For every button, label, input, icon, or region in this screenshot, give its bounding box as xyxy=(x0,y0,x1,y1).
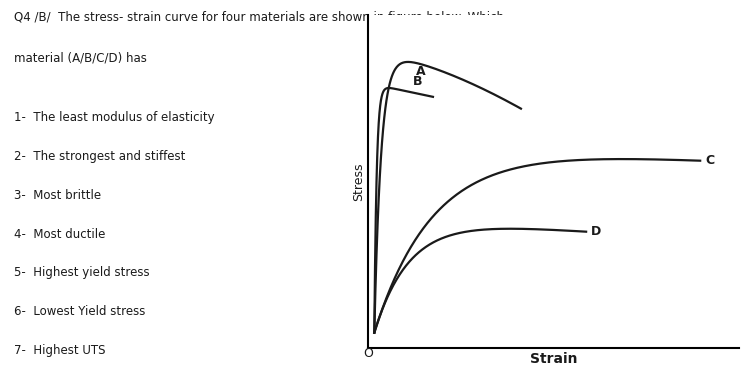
Y-axis label: Stress: Stress xyxy=(352,162,365,201)
Text: 1-  The least modulus of elasticity: 1- The least modulus of elasticity xyxy=(14,111,215,124)
Text: O: O xyxy=(363,347,374,360)
Text: 6-  Lowest Yield stress: 6- Lowest Yield stress xyxy=(14,305,146,318)
Text: 4-  Most ductile: 4- Most ductile xyxy=(14,228,106,240)
Text: 7-  Highest UTS: 7- Highest UTS xyxy=(14,344,106,357)
Text: 5-  Highest yield stress: 5- Highest yield stress xyxy=(14,266,150,279)
Text: D: D xyxy=(591,225,601,238)
Text: A: A xyxy=(416,65,426,78)
Text: C: C xyxy=(705,154,714,167)
Text: material (A/B/C/D) has: material (A/B/C/D) has xyxy=(14,52,147,65)
Text: 3-  Most brittle: 3- Most brittle xyxy=(14,189,102,202)
X-axis label: Strain: Strain xyxy=(530,352,577,366)
Text: B: B xyxy=(413,75,423,88)
Text: 2-  The strongest and stiffest: 2- The strongest and stiffest xyxy=(14,150,186,163)
Text: Q4 /B/  The stress- strain curve for four materials are shown in figure below. W: Q4 /B/ The stress- strain curve for four… xyxy=(14,11,504,24)
